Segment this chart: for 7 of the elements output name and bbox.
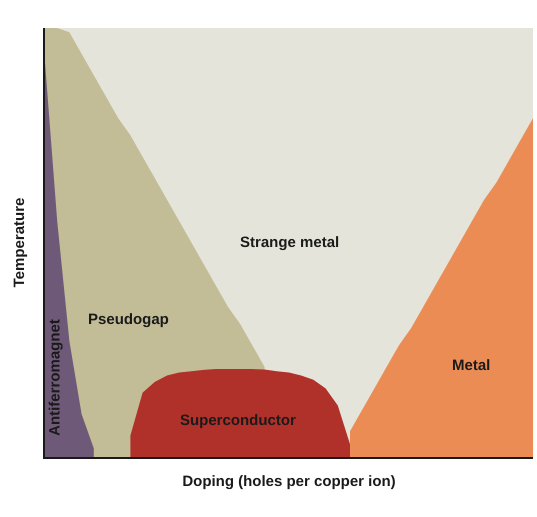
series-label: Antiferromagnet — [46, 319, 64, 436]
series-label: Strange metal — [240, 234, 340, 251]
series-label: Pseudogap — [88, 311, 169, 328]
series-label: Metal — [452, 357, 490, 374]
y-axis-title: Temperature — [10, 198, 28, 288]
series-label: Superconductor — [180, 412, 296, 429]
x-axis-title: Doping (holes per copper ion) — [182, 472, 396, 490]
